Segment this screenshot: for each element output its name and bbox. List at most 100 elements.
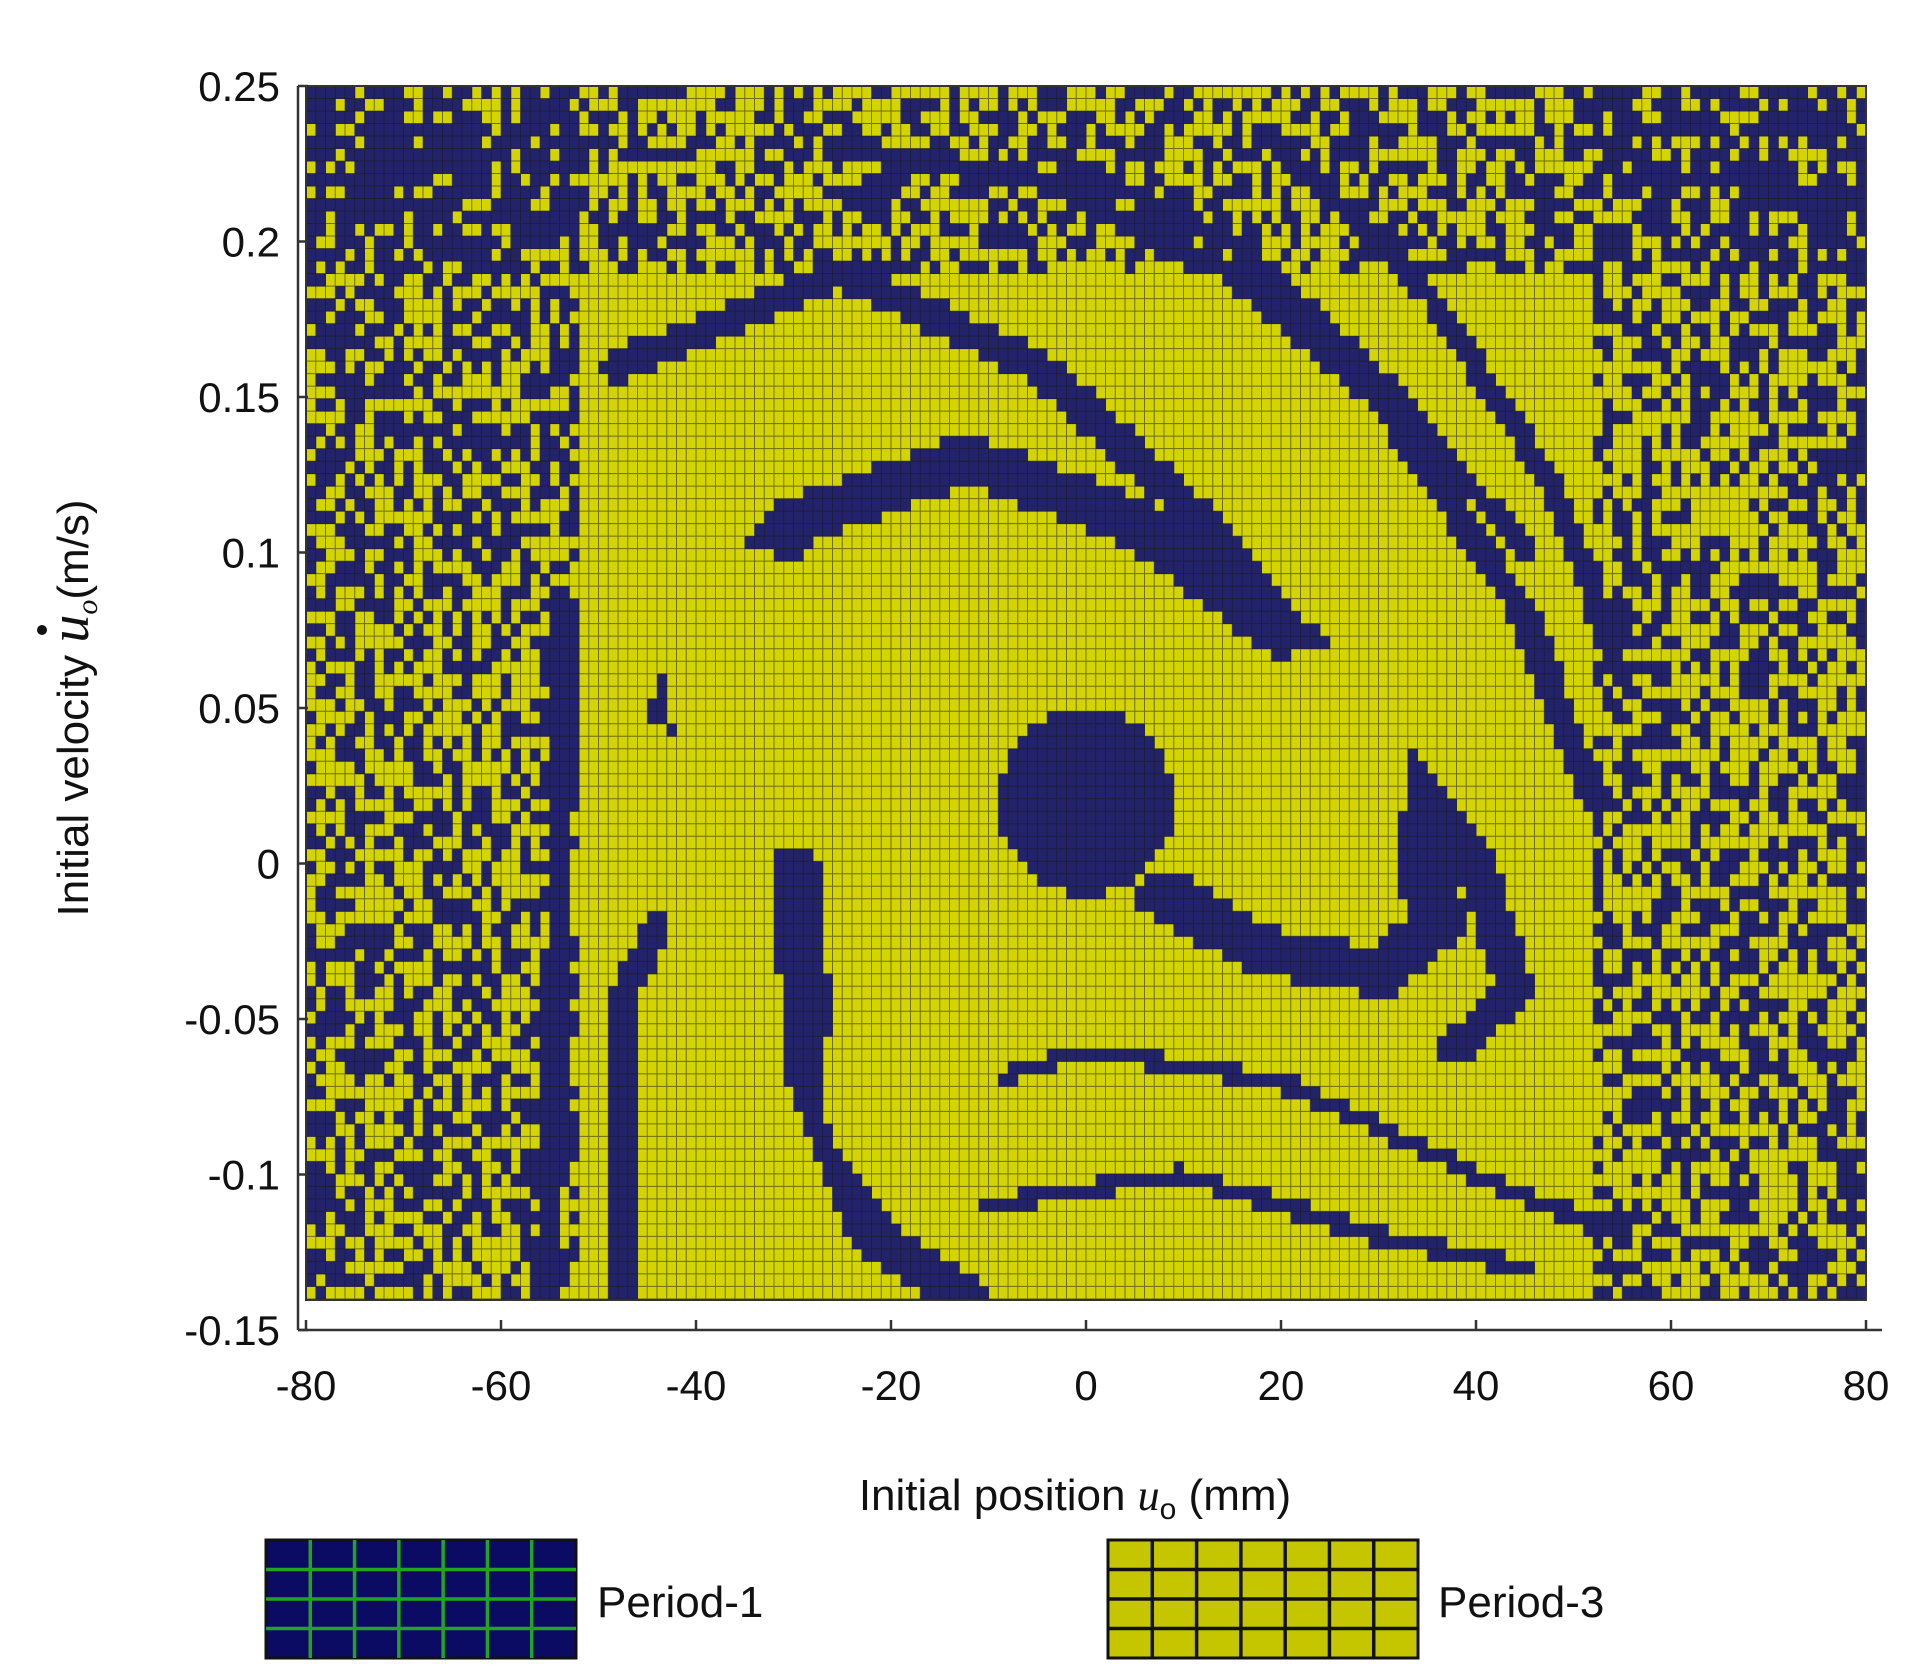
heatmap-cell-period-1 [1749,361,1760,374]
heatmap-cell-period-1 [1544,673,1555,687]
heatmap-cell-period-1 [413,373,424,387]
heatmap-cell-period-1 [315,186,326,199]
heatmap-cell-period-1 [1739,686,1750,700]
heatmap-cell-period-1 [384,748,395,762]
heatmap-cell-period-1 [978,436,989,450]
heatmap-cell-period-1 [881,273,892,287]
heatmap-cell-period-1 [627,198,638,212]
heatmap-cell-period-1 [520,1023,531,1037]
heatmap-cell-period-1 [452,998,463,1012]
heatmap-cell-period-1 [1086,736,1097,750]
heatmap-cell-period-1 [510,948,521,962]
heatmap-cell-period-1 [1719,1098,1730,1112]
heatmap-cell-period-1 [540,761,551,775]
heatmap-cell-period-1 [393,423,404,437]
heatmap-cell-period-1 [1632,186,1643,199]
heatmap-cell-period-1 [364,1173,375,1187]
heatmap-cell-period-1 [1125,461,1136,475]
heatmap-cell-period-1 [1086,523,1097,537]
heatmap-cell-period-1 [793,973,804,987]
heatmap-cell-period-1 [1807,223,1818,237]
heatmap-cell-period-1 [1807,923,1818,937]
heatmap-cell-period-1 [1144,786,1155,800]
heatmap-cell-period-1 [1856,773,1866,787]
heatmap-cell-period-1 [471,423,482,437]
heatmap-cell-period-1 [491,1086,502,1100]
heatmap-cell-period-1 [1154,248,1165,262]
heatmap-cell-period-1 [1446,486,1457,500]
heatmap-cell-period-1 [1378,161,1389,174]
heatmap-cell-period-1 [481,173,492,187]
heatmap-cell-period-1 [442,348,453,362]
heatmap-cell-period-1 [1134,773,1145,787]
heatmap-cell-period-1 [471,211,482,224]
heatmap-cell-period-1 [1388,411,1399,425]
heatmap-cell-period-1 [1602,973,1613,987]
heatmap-cell-period-1 [1593,636,1604,650]
heatmap-cell-period-1 [413,736,424,750]
heatmap-cell-period-1 [540,1011,551,1025]
heatmap-cell-period-1 [413,1173,424,1187]
heatmap-cell-period-1 [1476,386,1487,400]
heatmap-cell-period-1 [1427,223,1438,237]
heatmap-cell-period-1 [1359,223,1370,237]
heatmap-cell-period-1 [891,148,902,162]
heatmap-cell-period-1 [871,1223,882,1237]
heatmap-cell-period-1 [1739,848,1750,862]
heatmap-cell-period-1 [1134,511,1145,525]
heatmap-cell-period-1 [423,861,434,875]
heatmap-cell-period-1 [1261,273,1272,287]
heatmap-cell-period-1 [1768,786,1779,800]
heatmap-cell-period-1 [1144,461,1155,475]
heatmap-cell-period-1 [1797,948,1808,962]
heatmap-cell-period-1 [871,248,882,262]
heatmap-cell-period-1 [393,336,404,349]
heatmap-cell-period-1 [1407,173,1418,187]
heatmap-cell-period-1 [471,1086,482,1100]
heatmap-cell-period-1 [1593,848,1604,862]
heatmap-cell-period-1 [1339,948,1350,962]
heatmap-cell-period-1 [618,1061,629,1075]
heatmap-cell-period-1 [1485,498,1496,512]
heatmap-cell-period-1 [1193,936,1204,950]
heatmap-cell-period-1 [852,136,863,149]
heatmap-cell-period-1 [1632,373,1643,387]
heatmap-cell-period-1 [1602,398,1613,412]
heatmap-cell-period-1 [354,1273,365,1287]
heatmap-cell-period-1 [930,448,941,462]
heatmap-cell-period-1 [413,261,424,274]
heatmap-cell-period-1 [969,261,980,274]
heatmap-cell-period-1 [1115,186,1126,199]
heatmap-cell-period-1 [520,773,531,787]
heatmap-cell-period-1 [442,873,453,887]
heatmap-cell-period-1 [1856,148,1866,162]
heatmap-cell-period-1 [364,948,375,962]
heatmap-cell-period-1 [1593,761,1604,775]
heatmap-cell-period-1 [618,986,629,1000]
heatmap-cell-period-1 [1797,198,1808,212]
heatmap-cell-period-1 [1593,586,1604,600]
heatmap-cell-period-1 [1758,411,1769,425]
heatmap-cell-period-1 [1788,648,1799,662]
heatmap-cell-period-1 [540,1223,551,1237]
heatmap-cell-period-1 [1690,773,1701,787]
heatmap-cell-period-1 [969,186,980,199]
heatmap-cell-period-1 [423,923,434,937]
heatmap-cell-period-1 [1593,823,1604,837]
heatmap-cell-period-1 [559,1061,570,1075]
heatmap-cell-period-1 [1768,1273,1779,1287]
heatmap-cell-period-1 [335,1236,346,1250]
heatmap-cell-period-1 [1739,936,1750,950]
heatmap-cell-period-1 [1739,1211,1750,1225]
heatmap-cell-period-1 [549,698,560,712]
heatmap-cell-period-1 [540,1098,551,1112]
heatmap-cell-period-1 [315,398,326,412]
heatmap-cell-period-1 [1690,1236,1701,1250]
heatmap-cell-period-1 [1154,911,1165,925]
heatmap-cell-period-1 [1183,236,1194,249]
heatmap-cell-period-1 [1602,1286,1613,1300]
heatmap-cell-period-1 [1602,348,1613,362]
heatmap-cell-period-1 [481,561,492,575]
heatmap-cell-period-1 [1242,261,1253,274]
heatmap-cell-period-1 [432,1286,443,1300]
